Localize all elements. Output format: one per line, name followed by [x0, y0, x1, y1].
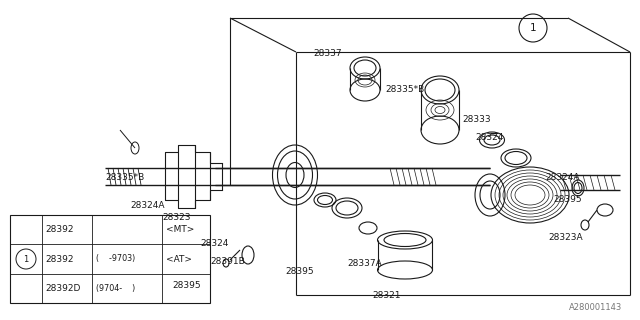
Text: 28337: 28337 [313, 49, 342, 58]
Text: 28337A: 28337A [347, 259, 381, 268]
Text: 28395: 28395 [553, 196, 582, 204]
Text: 28395: 28395 [172, 281, 200, 290]
Text: (    -9703): ( -9703) [96, 254, 135, 263]
Text: 28324A: 28324A [130, 201, 164, 210]
Text: 28335*B: 28335*B [105, 173, 144, 182]
Text: A280001143: A280001143 [569, 303, 622, 312]
Bar [10, 215, 210, 303]
Text: <MT>: <MT> [166, 225, 195, 234]
Text: 28335*B: 28335*B [385, 85, 424, 94]
Text: 28324: 28324 [475, 133, 504, 142]
Text: <AT>: <AT> [166, 254, 192, 263]
Text: 28321: 28321 [372, 291, 401, 300]
Text: 28324A: 28324A [545, 172, 579, 181]
Text: 1: 1 [24, 254, 29, 263]
Text: 28324: 28324 [200, 238, 228, 247]
Text: 28392D: 28392D [45, 284, 81, 293]
Text: 28391B: 28391B [210, 257, 244, 266]
Text: 28333: 28333 [462, 116, 491, 124]
Text: 28323: 28323 [162, 213, 191, 222]
Text: 28395: 28395 [285, 268, 314, 276]
Text: 28392: 28392 [45, 254, 74, 263]
Text: (9704-    ): (9704- ) [96, 284, 135, 293]
Text: 28392: 28392 [45, 225, 74, 234]
Text: 1: 1 [530, 23, 536, 33]
Text: 28323A: 28323A [548, 233, 582, 242]
